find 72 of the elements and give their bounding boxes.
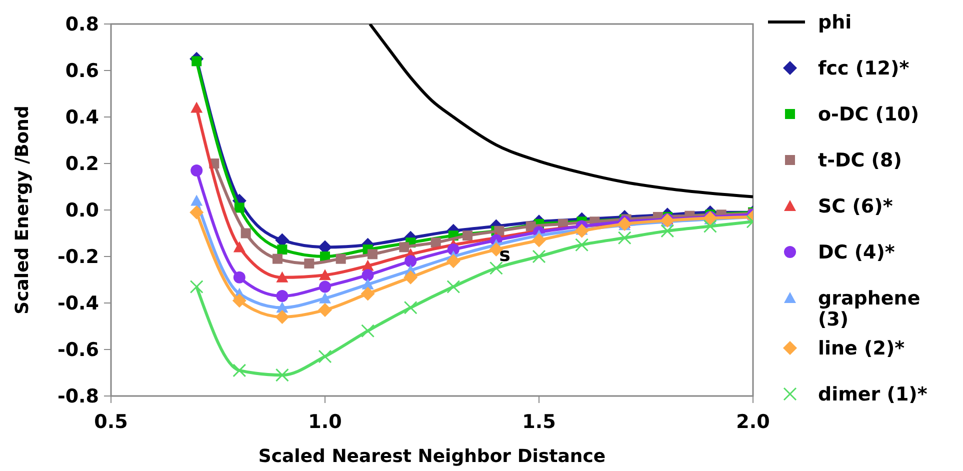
point [362,269,374,282]
point [360,286,375,301]
point [532,233,546,248]
point [276,290,288,302]
point [430,238,441,248]
y-tick-label: -0.6 [57,339,99,362]
y-tick-label: -0.2 [57,246,99,268]
y-tick-label: 0.4 [65,106,99,129]
point [660,224,674,238]
point [618,216,632,231]
point [368,249,378,260]
point [532,250,546,264]
point [234,202,244,213]
point [489,261,503,275]
point [399,242,410,252]
y-tick-label: 0.2 [65,153,99,176]
point [190,280,204,294]
x-tick-label: 1.0 [308,411,342,433]
legend-label: t-DC (8) [818,150,902,172]
legend-label: line (2)* [818,338,905,360]
point [304,258,314,268]
legend-label: phi [818,12,852,34]
point [275,368,289,382]
point [319,269,331,280]
line-series [368,24,753,198]
point [192,56,202,66]
point [275,310,290,324]
point [240,228,251,238]
point [232,294,246,308]
point [574,224,589,238]
legend-label: dimer (1)* [818,384,928,406]
y-axis-title: Scaled Energy /Bond [12,106,33,314]
point [233,271,246,284]
point [272,254,282,264]
point [319,280,331,293]
point [446,254,460,268]
point [336,254,346,264]
x-tick-label: 2.0 [736,411,770,433]
point [190,205,204,220]
legend-label: DC (4)* [818,242,895,264]
legend-label: SC (6)* [818,196,893,218]
x-axis-title: Scaled Nearest Neighbor Distance [258,446,606,467]
point [190,194,203,206]
annotation: s [499,244,510,266]
point [575,238,589,252]
y-tick-label: -0.8 [57,386,99,408]
point [404,270,418,284]
x-tick-label: 1.5 [522,411,556,433]
point [233,241,246,252]
point [703,220,717,234]
point [318,302,332,317]
point [446,280,460,294]
legend-label: o-DC (10) [818,104,920,126]
point [190,164,203,176]
legend-label: fcc (12)* [818,58,910,80]
point [276,271,288,282]
y-tick-label: 0.6 [65,60,99,82]
y-tick-label: -0.4 [57,292,99,315]
legend-label: graphene (3) [818,288,920,331]
y-tick-label: 0.0 [65,200,99,222]
point [190,102,203,113]
point [618,231,632,245]
point [318,350,332,364]
point [277,244,288,255]
point [462,230,473,241]
point [232,364,246,378]
point [404,255,417,268]
point [404,300,418,314]
x-tick-label: 0.5 [94,411,128,433]
point [361,324,375,338]
point [319,292,331,304]
y-tick-label: 0.8 [65,14,99,36]
